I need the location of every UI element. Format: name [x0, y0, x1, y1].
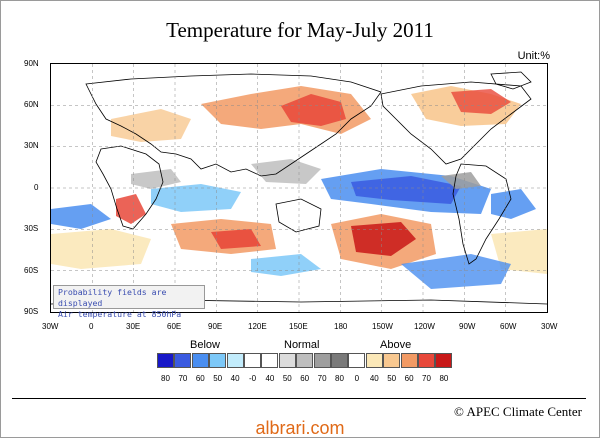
legend-swatch-label: 50 [282, 374, 292, 383]
lat-label-30n: 30N [24, 141, 39, 150]
legend-swatch [157, 353, 174, 368]
below-region-tropical-pacific-core [351, 176, 461, 204]
lon-label-120e: 120E [248, 322, 267, 331]
above-region-europe [111, 109, 191, 142]
legend-swatch [400, 353, 418, 368]
legend-swatch [244, 353, 261, 368]
lat-label-90n: 90N [24, 59, 39, 68]
probability-map [50, 63, 548, 313]
legend-swatch [278, 353, 296, 368]
legend-swatch-label: 60 [300, 374, 310, 383]
legend-swatch-label: 80 [161, 374, 170, 383]
lat-label-60s: 60S [24, 266, 39, 275]
legend-swatch-label: 40 [230, 374, 240, 383]
normal-region-west-pacific [251, 159, 321, 184]
legend-swatch-label: 40 [265, 374, 275, 383]
legend-swatch-label: 80 [335, 374, 344, 383]
lon-label-30w-left: 30W [42, 322, 59, 331]
note-line-1: Probability fields are displayed [58, 287, 167, 308]
legend-swatch-label: 80 [439, 374, 449, 383]
map-canvas [51, 64, 547, 312]
map-title: Temperature for May-July 2011 [166, 18, 434, 42]
below-region-south-indian [251, 254, 321, 276]
legend-swatch [313, 353, 331, 368]
lon-label-30e: 30E [126, 322, 141, 331]
watermark-text: albrari.com [255, 418, 345, 438]
coast-greenland [490, 71, 532, 90]
normal-region-east-pacific [441, 172, 481, 189]
legend-swatch-label: 60 [195, 374, 205, 383]
legend-swatch-label: 50 [387, 374, 397, 383]
below-region-indian [151, 184, 241, 212]
lat-label-0: 0 [34, 183, 39, 192]
gridlines [51, 64, 547, 312]
note-line-2: Air temperature at 850hPa [58, 309, 182, 319]
lon-label-60e: 60E [167, 322, 182, 331]
legend-swatch-label: 70 [422, 374, 431, 383]
legend-swatch [435, 353, 453, 368]
above-region-africa [116, 194, 146, 224]
lon-label-180: 180 [334, 322, 348, 331]
above-region-north-america [451, 89, 511, 114]
legend-above-label: Above [380, 339, 412, 351]
legend-swatch [383, 353, 401, 368]
below-region-south-atlantic [51, 204, 111, 229]
legend-swatch [418, 353, 435, 368]
legend-swatch [209, 353, 227, 368]
legend-swatch-label: 70 [178, 374, 188, 383]
coast-north-america [380, 81, 532, 165]
legend-swatch [191, 353, 209, 368]
above-region-south-pacific-core [351, 222, 416, 256]
legend-swatch [331, 353, 348, 368]
lon-label-90e: 90E [208, 322, 223, 331]
legend-swatch-label: 60 [404, 374, 414, 383]
above-region-north-pacific-core [281, 94, 346, 126]
lon-label-90w: 90W [459, 322, 476, 331]
legend-swatch [261, 353, 279, 368]
coast-africa [95, 145, 164, 230]
coast-south-america [452, 163, 512, 265]
lat-label-30s: 30S [24, 224, 39, 233]
below-region-east-pacific [491, 189, 536, 219]
legend-swatch-label: 70 [317, 374, 327, 383]
lon-label-150e: 150E [289, 322, 308, 331]
legend-swatch [296, 353, 314, 368]
lon-label-60w: 60W [500, 322, 517, 331]
legend-swatch-label: 40 [369, 374, 379, 383]
lon-label-120w: 120W [414, 322, 435, 331]
legend-swatch [365, 353, 383, 368]
legend-normal-label: Normal [284, 339, 320, 351]
credit-text: © APEC Climate Center [454, 404, 582, 419]
info-note: Probability fields are displayed Air tem… [53, 285, 205, 319]
lat-label-60n: 60N [24, 100, 39, 109]
above-region-southern-indian-core [211, 229, 261, 249]
lon-label-0: 0 [89, 322, 94, 331]
below-region-south-pacific [401, 254, 511, 289]
lon-label-30w-right: 30W [541, 322, 558, 331]
legend-swatch-label: 0 [354, 374, 360, 383]
footer-rule [12, 398, 586, 399]
legend-below-label: Below [190, 339, 220, 351]
lat-label-90s: 90S [24, 307, 39, 316]
legend-swatch [226, 353, 244, 368]
shading-layer [51, 86, 547, 289]
legend-swatch [348, 353, 366, 368]
legend-swatch-label: 50 [213, 374, 223, 383]
legend-swatch-label: -0 [248, 374, 257, 383]
coast-australia [275, 198, 322, 233]
lon-label-150w: 150W [372, 322, 393, 331]
above-region-south-atlantic [51, 229, 151, 269]
coast-europe-asia [85, 73, 382, 177]
unit-label: Unit:% [517, 50, 550, 62]
normal-region-africa [131, 169, 181, 189]
legend-swatch [174, 353, 192, 368]
